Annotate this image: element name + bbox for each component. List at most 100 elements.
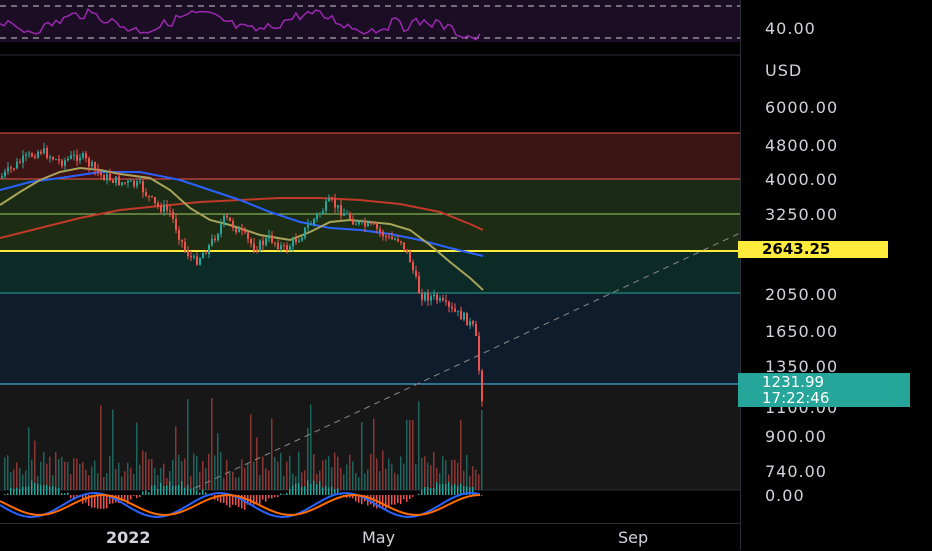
- macd-bar: [49, 487, 51, 495]
- volume-bar: [265, 468, 267, 490]
- macd-bar: [61, 493, 63, 495]
- candle-body: [448, 302, 450, 307]
- candle-body: [100, 173, 102, 175]
- volume-bar: [139, 465, 141, 490]
- candle-body: [154, 197, 156, 203]
- macd-bar: [271, 495, 273, 498]
- volume-bar: [475, 469, 477, 490]
- macd-bar: [331, 487, 333, 495]
- volume-bar: [211, 398, 213, 490]
- volume-bar: [190, 476, 192, 490]
- volume-bar: [106, 473, 108, 490]
- macd-bar: [442, 484, 444, 495]
- candle-body: [16, 162, 18, 169]
- volume-bar: [238, 477, 240, 490]
- candle-body: [55, 159, 57, 160]
- candle-body: [460, 311, 462, 320]
- volume-bar: [433, 452, 435, 490]
- candle-body: [13, 168, 15, 169]
- chart-area[interactable]: [0, 0, 740, 523]
- candle-body: [283, 245, 285, 246]
- candle-body: [88, 158, 90, 166]
- volume-bar: [121, 477, 123, 490]
- macd-bar: [436, 482, 438, 495]
- volume-bar: [247, 463, 249, 490]
- macd-bar: [310, 484, 312, 495]
- candle-body: [358, 222, 360, 224]
- macd-bar: [226, 495, 228, 505]
- volume-bar: [88, 475, 90, 490]
- macd-bar: [274, 495, 276, 497]
- volume-bar: [367, 469, 369, 490]
- macd-zero-label: 0.00: [765, 486, 805, 505]
- candle-body: [418, 276, 420, 293]
- candle-body: [235, 228, 237, 232]
- volume-bar: [76, 459, 78, 490]
- macd-bar: [481, 495, 483, 496]
- candle-body: [229, 217, 231, 221]
- macd-bar: [430, 488, 432, 495]
- candle-body: [190, 256, 192, 257]
- candle-body: [58, 159, 60, 160]
- macd-bar: [292, 485, 294, 495]
- candle-body: [340, 205, 342, 216]
- zone-navy: [0, 293, 740, 384]
- macd-bar: [259, 495, 261, 504]
- volume-bar: [400, 457, 402, 490]
- macd-bar: [142, 491, 144, 495]
- candle-body: [205, 253, 207, 254]
- volume-bar: [310, 404, 312, 490]
- candle-body: [118, 176, 120, 185]
- zone-darkgreen: [0, 179, 740, 214]
- candle-body: [31, 153, 33, 156]
- macd-bar: [97, 495, 99, 509]
- macd-bar: [328, 488, 330, 495]
- volume-bar: [412, 420, 414, 490]
- price-scale[interactable]: 40.00 USD 6000.00 4800.00 4000.00 3250.0…: [740, 0, 932, 550]
- volume-bar: [85, 470, 87, 490]
- candle-body: [307, 225, 309, 228]
- macd-bar: [205, 492, 207, 495]
- volume-bar: [358, 477, 360, 490]
- volume-bar: [481, 410, 483, 490]
- candle-body: [163, 205, 165, 211]
- volume-bar: [226, 460, 228, 490]
- volume-bar: [205, 468, 207, 490]
- macd-bar: [31, 480, 33, 495]
- macd-bar: [394, 495, 396, 505]
- macd-bar: [145, 490, 147, 495]
- price-chart[interactable]: [0, 0, 740, 523]
- volume-bar: [214, 455, 216, 490]
- volume-bar: [241, 459, 243, 490]
- candle-body: [352, 219, 354, 224]
- candle-body: [79, 157, 81, 160]
- candle-body: [121, 182, 123, 185]
- macd-bar: [4, 494, 6, 495]
- macd-bar: [43, 485, 45, 495]
- candle-body: [109, 174, 111, 180]
- candle-body: [475, 324, 477, 336]
- candle-body: [319, 213, 321, 214]
- candle-body: [304, 227, 306, 237]
- macd-bar: [421, 490, 423, 495]
- time-axis[interactable]: 2022 May Sep: [0, 523, 740, 551]
- volume-bar: [70, 474, 72, 490]
- macd-bar: [58, 488, 60, 495]
- volume-bar: [274, 457, 276, 490]
- macd-bar: [460, 483, 462, 495]
- macd-bar: [397, 495, 399, 503]
- volume-bar: [193, 454, 195, 490]
- candle-body: [106, 174, 108, 180]
- last-price: 1231.99: [762, 374, 910, 390]
- macd-bar: [139, 495, 141, 497]
- volume-bar: [325, 459, 327, 490]
- candle-body: [217, 234, 219, 240]
- candle-body: [277, 243, 279, 249]
- candle-body: [247, 233, 249, 239]
- volume-bar: [142, 450, 144, 490]
- volume-bar: [466, 455, 468, 490]
- volume-bar: [382, 450, 384, 490]
- candle-body: [463, 313, 465, 320]
- volume-bar: [349, 455, 351, 490]
- candle-body: [457, 311, 459, 312]
